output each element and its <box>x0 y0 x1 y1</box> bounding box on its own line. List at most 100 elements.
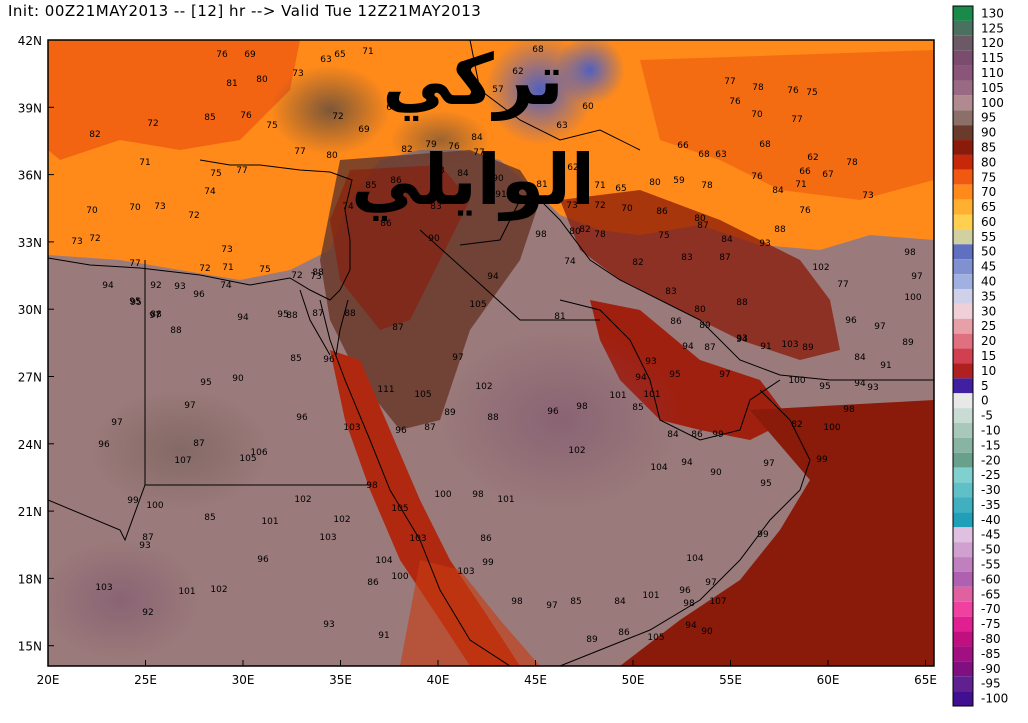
legend-label: -45 <box>981 528 1001 542</box>
legend-label: -10 <box>981 423 1001 437</box>
legend-label: 100 <box>981 96 1004 110</box>
value-label: 70 <box>751 110 763 120</box>
value-label: 85 <box>570 597 581 607</box>
legend-label: -90 <box>981 662 1001 676</box>
legend-label: -40 <box>981 513 1001 527</box>
value-label: 72 <box>199 264 210 274</box>
value-label: 62 <box>512 67 523 77</box>
value-label: 71 <box>139 158 150 168</box>
legend-swatch <box>953 348 973 364</box>
value-label: 90 <box>232 374 244 384</box>
value-label: 98 <box>576 402 588 412</box>
legend-swatch <box>953 259 973 275</box>
value-label: 94 <box>685 621 697 631</box>
value-label: 68 <box>698 150 710 160</box>
x-tick-label: 65E <box>914 673 937 687</box>
legend-label: 70 <box>981 185 996 199</box>
value-label: 86 <box>380 219 392 229</box>
y-tick-label: 39N <box>18 101 42 115</box>
legend-label: 40 <box>981 275 996 289</box>
value-label: 76 <box>799 206 811 216</box>
value-label: 94 <box>487 272 499 282</box>
value-label: 86 <box>390 176 402 186</box>
legend-swatch <box>953 408 973 424</box>
value-label: 90 <box>492 174 504 184</box>
value-label: 99 <box>127 496 139 506</box>
value-label: 87 <box>704 343 715 353</box>
legend-swatch <box>953 154 973 170</box>
value-label: 73 <box>154 202 165 212</box>
value-label: 102 <box>568 446 585 456</box>
value-label: 67 <box>386 103 397 113</box>
value-label: 77 <box>791 115 802 125</box>
value-label: 65 <box>615 184 626 194</box>
y-axis-ticks: 42N 39N 36N 33N 30N 27N 24N 21N 18N 15N <box>18 34 54 654</box>
value-label: 66 <box>799 167 811 177</box>
value-label: 82 <box>632 258 643 268</box>
value-label: 103 <box>457 567 474 577</box>
value-label: 57 <box>492 85 503 95</box>
value-label: 91 <box>495 190 506 200</box>
value-label: 84 <box>721 235 733 245</box>
legend-swatch <box>953 512 973 528</box>
legend-label: 125 <box>981 21 1004 35</box>
value-label: 87 <box>719 253 730 263</box>
value-label: 79 <box>425 140 437 150</box>
value-label: 86 <box>618 628 630 638</box>
value-label: 98 <box>904 248 916 258</box>
value-label: 60 <box>582 102 594 112</box>
value-label: 86 <box>656 207 668 217</box>
value-label: 93 <box>867 383 878 393</box>
value-label: 100 <box>823 423 840 433</box>
value-label: 87 <box>392 323 403 333</box>
legend-label: -80 <box>981 632 1001 646</box>
value-label: 88 <box>286 311 298 321</box>
value-label: 82 <box>579 225 590 235</box>
value-label: 96 <box>679 586 691 596</box>
legend-label: 130 <box>981 6 1004 20</box>
legend-label: 55 <box>981 230 996 244</box>
legend-swatch <box>953 467 973 483</box>
legend-label: 115 <box>981 51 1004 65</box>
value-label: 88 <box>774 225 786 235</box>
value-label: 82 <box>791 420 802 430</box>
value-label: 72 <box>332 112 343 122</box>
value-label: 87 <box>193 439 204 449</box>
value-label: 70 <box>129 203 141 213</box>
value-label: 97 <box>911 272 922 282</box>
value-label: 78 <box>594 230 606 240</box>
y-tick-label: 18N <box>18 572 42 586</box>
legend-label: -20 <box>981 453 1001 467</box>
y-tick-label: 36N <box>18 169 42 183</box>
legend-swatch <box>953 571 973 587</box>
value-label: 111 <box>377 385 394 395</box>
value-label: 73 <box>310 272 321 282</box>
value-label: 76 <box>751 172 763 182</box>
legend-swatch <box>953 393 973 409</box>
value-label: 77 <box>129 259 140 269</box>
legend-swatch <box>953 646 973 662</box>
value-label: 91 <box>760 342 771 352</box>
value-label: 59 <box>673 176 685 186</box>
value-label: 77 <box>473 148 484 158</box>
value-label: 101 <box>609 391 626 401</box>
value-label: 98 <box>472 490 484 500</box>
map-title: Init: 00Z21MAY2013 -- [12] hr --> Valid … <box>8 2 482 20</box>
value-label: 103 <box>409 534 426 544</box>
value-label: 87 <box>312 309 323 319</box>
value-label: 74 <box>220 281 232 291</box>
value-label: 95 <box>129 297 140 307</box>
value-label: 63 <box>556 121 567 131</box>
legend-label: 25 <box>981 319 996 333</box>
value-label: 88 <box>312 268 324 278</box>
legend-label: -50 <box>981 543 1001 557</box>
legend-swatch <box>953 184 973 200</box>
legend-label: 10 <box>981 364 996 378</box>
legend-label: -85 <box>981 647 1001 661</box>
legend-label: -30 <box>981 483 1001 497</box>
value-label: 80 <box>694 305 706 315</box>
legend-label: 5 <box>981 379 989 393</box>
value-label: 92 <box>142 608 153 618</box>
legend-swatch <box>953 616 973 632</box>
legend-label: -55 <box>981 558 1001 572</box>
